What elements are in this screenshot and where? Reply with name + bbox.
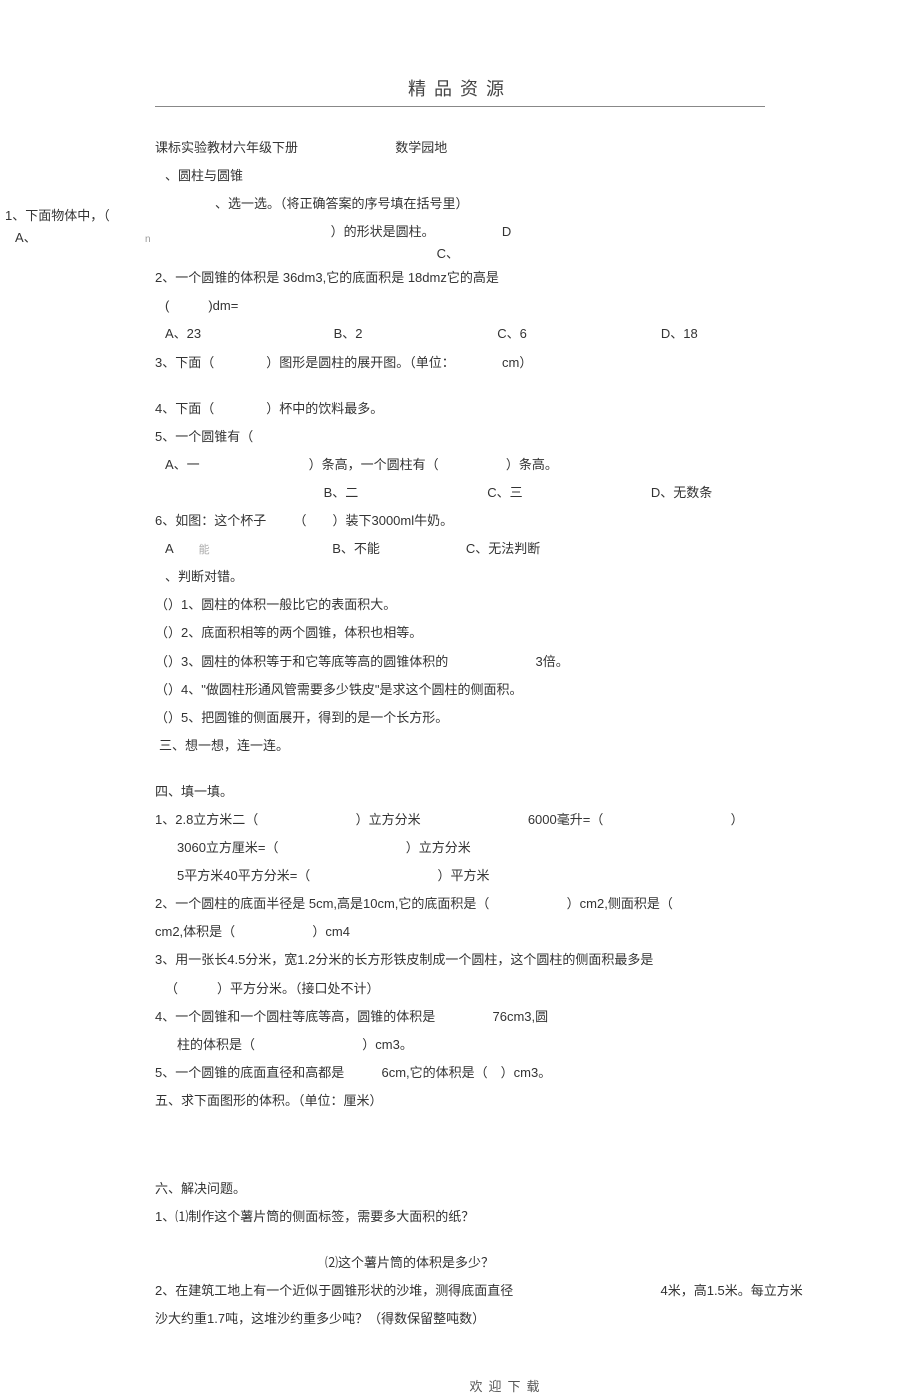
j3: （）3、圆柱的体积等于和它等底等高的圆锥体积的 3倍。 xyxy=(155,651,860,673)
f4-2: 柱的体积是（ ）cm3。 xyxy=(177,1034,860,1056)
f1: 1、2.8立方米二（ ）立方分米 6000毫升=（ ） xyxy=(155,809,860,831)
q3-unit: cm） xyxy=(502,355,532,370)
q2-A: A、23 xyxy=(165,323,330,345)
f1-3a: 5平方米40平方分米=（ xyxy=(177,868,310,883)
p2b: 4米，高1.5米。每立方米 xyxy=(660,1283,802,1298)
p1: 1、⑴制作这个薯片筒的侧面标签，需要多大面积的纸？ xyxy=(155,1206,860,1228)
q5-row2: A、一 ）条高，一个圆柱有（ ）条高。 xyxy=(155,454,860,476)
f3b: （ ）平方分米。（接口处不计） xyxy=(165,978,860,1000)
section4-title: 四、填一填。 xyxy=(155,781,860,803)
q2-choices: A、23 B、2 C、6 D、18 xyxy=(155,323,860,345)
f2a: 2、一个圆柱的底面半径是 5cm,高是10cm,它的底面积是（ xyxy=(155,896,489,911)
j5: （）5、把圆锥的侧面展开，得到的是一个长方形。 xyxy=(155,707,860,729)
f1b: ）立方分米 xyxy=(356,812,421,827)
q1-mid: ）的形状是圆柱。 xyxy=(331,224,435,239)
q6-A-label: A xyxy=(165,538,195,560)
j3a: （）3、圆柱的体积等于和它等底等高的圆锥体积的 xyxy=(155,654,448,669)
q2-C: C、6 xyxy=(497,323,657,345)
q6-B: B、不能 xyxy=(332,538,462,560)
p2a: 2、在建筑工地上有一个近似于圆锥形状的沙堆，测得底面直径 xyxy=(155,1283,513,1298)
f4: 4、一个圆锥和一个圆柱等底等高，圆锥的体积是 76cm3,圆 xyxy=(155,1006,860,1028)
j4: （）4、"做圆柱形通风管需要多少铁皮"是求这个圆柱的侧面积。 xyxy=(155,679,860,701)
f4c: 柱的体积是（ xyxy=(177,1037,255,1052)
f5: 5、一个圆锥的底面直径和高都是 6cm,它的体积是（ ）cm3。 xyxy=(155,1062,860,1084)
f4d: ）cm3。 xyxy=(362,1037,413,1052)
q6-text: 6、如图：这个杯子 xyxy=(155,513,266,528)
f1-2b: ）立方分米 xyxy=(406,840,471,855)
q5-C: C、三 xyxy=(487,482,647,504)
subtitle-row: 课标实验教材六年级下册 数学园地 xyxy=(155,137,860,159)
f3a: 3、用一张长4.5分米，宽1.2分米的长方形铁皮制成一个圆柱，这个圆柱的侧面积最… xyxy=(155,949,860,971)
p2c: 沙大约重1.7吨，这堆沙约重多少吨？（得数保留整吨数） xyxy=(155,1308,860,1330)
f1-2a: 3060立方厘米=（ xyxy=(177,840,279,855)
q6: 6、如图：这个杯子 （ ）装下3000ml牛奶。 xyxy=(155,510,860,532)
subtitle-left: 课标实验教材六年级下册 xyxy=(155,140,298,155)
f5a: 5、一个圆锥的底面直径和高都是 xyxy=(155,1065,344,1080)
page-footer: 欢迎下载 xyxy=(155,1336,860,1395)
f1d: ） xyxy=(731,812,744,827)
f5b: 6cm,它的体积是（ ）cm3。 xyxy=(381,1065,551,1080)
section2-title: 、判断对错。 xyxy=(165,566,860,588)
q6-C: C、无法判断 xyxy=(466,538,540,560)
q2-D: D、18 xyxy=(661,323,698,345)
f2c: cm2,体积是（ xyxy=(155,924,235,939)
q5-A: A、一 xyxy=(165,454,305,476)
q5-choices: B、二 C、三 D、无数条 xyxy=(155,482,860,504)
f1-3b: ）平方米 xyxy=(438,868,490,883)
f2b: ）cm2,侧面积是（ xyxy=(567,896,673,911)
section6-title: 六、解决问题。 xyxy=(155,1178,860,1200)
j3b: 3倍。 xyxy=(535,654,568,669)
q5-mid: ）条高，一个圆柱有（ xyxy=(309,457,439,472)
q1-left: 1、下面物体中，（ xyxy=(5,205,110,224)
q5-first: 5、一个圆锥有（ xyxy=(155,426,860,448)
q4: 4、下面（ ）杯中的饮料最多。 xyxy=(155,398,860,420)
section5-title: 五、求下面图形的体积。（单位：厘米） xyxy=(155,1090,860,1112)
page-header: 精品资源 xyxy=(0,0,920,106)
q2-blank: ( )dm= xyxy=(165,295,860,317)
f1a: 1、2.8立方米二（ xyxy=(155,812,258,827)
f2: 2、一个圆柱的底面半径是 5cm,高是10cm,它的底面积是（ ）cm2,侧面积… xyxy=(155,893,860,915)
f1c: 6000毫升=（ xyxy=(528,812,604,827)
f1-3: 5平方米40平方分米=（ ）平方米 xyxy=(177,865,860,887)
q2-text: 2、一个圆锥的体积是 36dm3,它的底面积是 18dmz它的高是 xyxy=(155,267,860,289)
p1-2: ⑵这个薯片筒的体积是多少？ xyxy=(325,1252,860,1274)
q1-D: D xyxy=(502,224,511,239)
q1-C: C、 xyxy=(437,246,459,261)
q6-paren: （ ）装下3000ml牛奶。 xyxy=(293,513,453,528)
f2-2: cm2,体积是（ ）cm4 xyxy=(155,921,860,943)
f2d: ）cm4 xyxy=(312,924,350,939)
q1-A: A、 xyxy=(15,227,37,246)
unit-title: 、圆柱与圆锥 xyxy=(165,165,860,187)
section3-title: 三、想一想，连一连。 xyxy=(159,735,860,757)
q6-choices: A 能 B、不能 C、无法判断 xyxy=(155,538,860,560)
q3-text: 3、下面（ ）图形是圆柱的展开图。（单位： xyxy=(155,355,455,370)
q5-mid2: ）条高。 xyxy=(506,457,558,472)
q2-B: B、2 xyxy=(334,323,494,345)
section1-title: 、选一选。（将正确答案的序号填在括号里） xyxy=(215,193,860,215)
f1-2: 3060立方厘米=（ ）立方分米 xyxy=(177,837,860,859)
f4b: 76cm3,圆 xyxy=(492,1009,548,1024)
j2: （）2、底面积相等的两个圆锥，体积也相等。 xyxy=(155,622,860,644)
q3: 3、下面（ ）图形是圆柱的展开图。（单位： cm） xyxy=(155,352,860,374)
q5-B: B、二 xyxy=(324,482,484,504)
q6-A-text: 能 xyxy=(199,541,329,560)
q1-marker: n xyxy=(145,234,151,245)
subtitle-right: 数学园地 xyxy=(395,140,447,155)
j1: （）1、圆柱的体积一般比它的表面积大。 xyxy=(155,594,860,616)
q5-D: D、无数条 xyxy=(651,482,712,504)
p2: 2、在建筑工地上有一个近似于圆锥形状的沙堆，测得底面直径 4米，高1.5米。每立… xyxy=(155,1280,860,1302)
f4a: 4、一个圆锥和一个圆柱等底等高，圆锥的体积是 xyxy=(155,1009,435,1024)
